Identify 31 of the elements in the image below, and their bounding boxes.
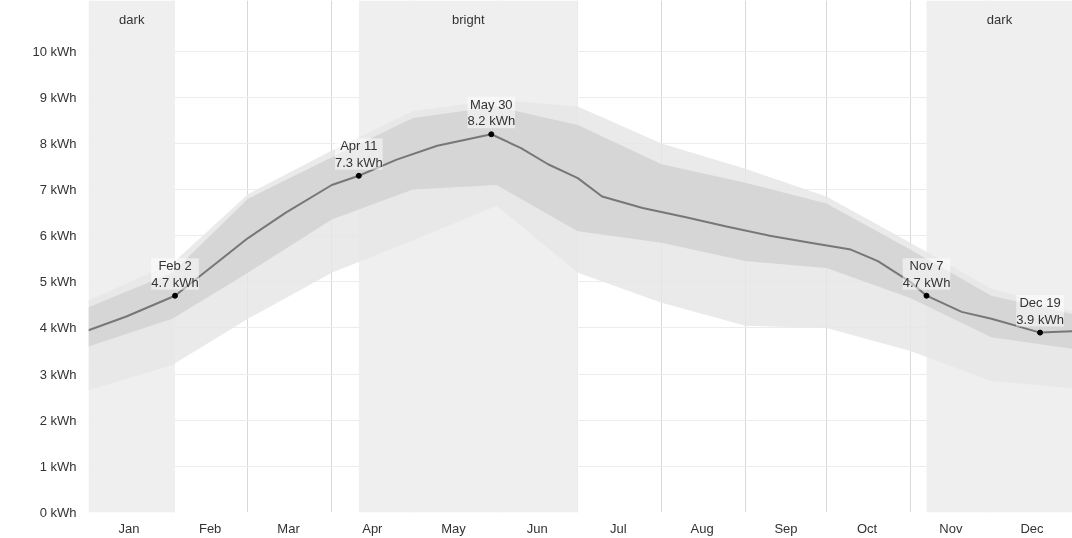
x-tick-label: Feb bbox=[198, 520, 222, 536]
x-tick-label: Apr bbox=[362, 520, 384, 536]
y-tick-label: 4 kWh bbox=[39, 320, 77, 336]
y-tick-label: 10 kWh bbox=[32, 43, 77, 59]
band-label: dark bbox=[986, 11, 1013, 27]
y-tick-label: 9 kWh bbox=[39, 89, 77, 105]
band-label: dark bbox=[119, 11, 145, 27]
annotation: May 30 8.2 kWh bbox=[467, 96, 516, 129]
x-tick-label: Sep bbox=[774, 520, 798, 536]
annotation: Feb 2 4.7 kWh bbox=[151, 258, 199, 290]
x-tick-label: Jun bbox=[526, 520, 548, 536]
x-tick-label: May bbox=[441, 520, 467, 536]
x-tick-label: Jan bbox=[118, 520, 140, 536]
y-tick-label: 2 kWh bbox=[39, 412, 77, 428]
x-tick-label: Mar bbox=[277, 520, 301, 536]
y-tick-label: 7 kWh bbox=[39, 182, 77, 198]
y-tick-label: 3 kWh bbox=[39, 366, 77, 382]
y-tick-label: 0 kWh bbox=[39, 505, 77, 520]
band-label: bright bbox=[452, 11, 485, 27]
annotation: Nov 7 4.7 kWh bbox=[902, 258, 951, 290]
x-tick-label: Nov bbox=[939, 520, 963, 536]
y-tick-label: 8 kWh bbox=[39, 135, 77, 151]
x-tick-label: Oct bbox=[856, 520, 878, 536]
y-tick-label: 5 kWh bbox=[39, 274, 77, 290]
annotation: Dec 19 3.9 kWh bbox=[1016, 295, 1064, 327]
y-tick-label: 6 kWh bbox=[39, 228, 77, 244]
x-tick-label: Aug bbox=[690, 520, 714, 536]
x-tick-label: Dec bbox=[1020, 520, 1045, 536]
y-tick-label: 1 kWh bbox=[39, 458, 77, 474]
x-tick-label: Jul bbox=[610, 520, 627, 536]
annotation: Apr 11 7.3 kWh bbox=[334, 138, 383, 170]
